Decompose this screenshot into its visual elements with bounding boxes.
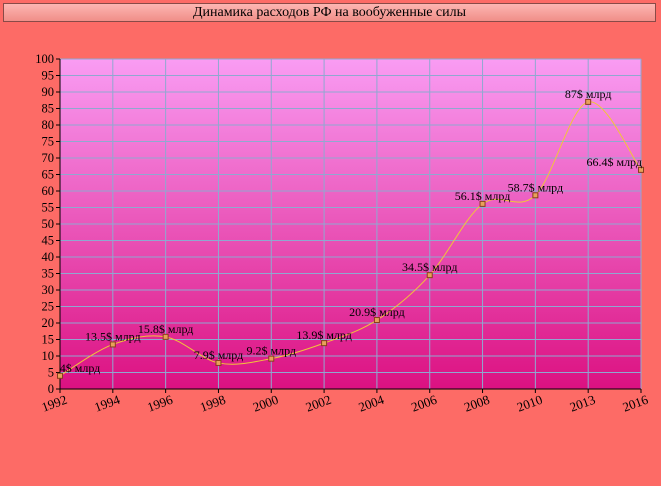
x-tick-label: 2010 <box>515 392 545 415</box>
y-tick-label: 15 <box>42 333 55 347</box>
data-label: 58.7$ млрд <box>508 180 564 194</box>
y-tick-label: 30 <box>42 283 55 297</box>
data-label: 7.9$ млрд <box>194 348 244 362</box>
data-label: 20.9$ млрд <box>349 305 405 319</box>
x-tick-label: 1994 <box>92 392 122 415</box>
data-point <box>162 333 169 340</box>
data-point <box>426 272 433 279</box>
x-tick-label: 2002 <box>304 392 334 415</box>
y-tick-label: 70 <box>42 151 55 165</box>
data-point <box>638 166 644 173</box>
data-label: 13.9$ млрд <box>296 328 352 342</box>
y-tick-label: 80 <box>42 118 55 132</box>
data-label: 66.4$ млрд <box>586 155 642 169</box>
x-tick-label: 2013 <box>568 392 598 415</box>
data-point <box>215 359 222 366</box>
data-label: 56.1$ млрд <box>455 189 511 203</box>
data-point <box>321 340 328 347</box>
y-tick-label: 65 <box>42 168 55 182</box>
grid-lines <box>60 58 642 390</box>
y-tick-label: 60 <box>42 184 55 198</box>
y-tick-label: 5 <box>48 366 54 380</box>
data-point <box>585 98 592 105</box>
x-tick-label: 2004 <box>356 392 386 415</box>
x-axis-ticks: 1992 1994 1996 1998 2000 2002 2004 2006 2008 2010… <box>39 389 650 415</box>
y-tick-label: 50 <box>42 217 55 231</box>
y-tick-label: 75 <box>42 135 55 149</box>
y-tick-label: 20 <box>42 316 55 330</box>
y-tick-label: 85 <box>42 102 55 116</box>
y-tick-label: 100 <box>35 52 54 66</box>
x-tick-label: 1998 <box>198 392 228 415</box>
data-point <box>109 341 116 348</box>
chart-title: Динамика расходов РФ на вообуженные силы <box>3 3 656 22</box>
x-tick-label: 2006 <box>409 392 439 415</box>
data-label: 34.5$ млрд <box>402 260 458 274</box>
y-tick-label: 95 <box>42 69 55 83</box>
x-tick-label: 1996 <box>145 392 175 415</box>
y-tick-label: 40 <box>42 250 55 264</box>
x-tick-label: 1992 <box>39 392 69 415</box>
data-label: 4$ млрд <box>60 361 101 375</box>
data-label: 15.8$ млрд <box>138 322 194 336</box>
data-point <box>479 200 486 207</box>
data-label: 87$ млрд <box>565 87 612 101</box>
data-point <box>532 192 539 199</box>
y-axis-ticks: 0 5 10 15 20 25 30 35 40 45 50 55 60 65 70 75 80 85 90 95 10… <box>35 52 60 396</box>
y-tick-label: 90 <box>42 85 55 99</box>
y-tick-label: 10 <box>42 349 55 363</box>
y-tick-label: 35 <box>42 267 55 281</box>
data-point <box>57 372 63 379</box>
x-tick-label: 2016 <box>620 392 650 415</box>
y-tick-label: 25 <box>42 300 55 314</box>
data-point <box>373 317 380 324</box>
data-label: 13.5$ млрд <box>85 329 141 343</box>
data-label: 9.2$ млрд <box>247 344 297 358</box>
x-tick-label: 2000 <box>251 392 281 415</box>
data-markers <box>57 98 644 379</box>
y-tick-label: 55 <box>42 201 55 215</box>
data-point <box>268 355 275 362</box>
y-tick-label: 45 <box>42 234 55 248</box>
x-tick-label: 2008 <box>462 392 492 415</box>
y-tick-label: 0 <box>48 382 54 396</box>
